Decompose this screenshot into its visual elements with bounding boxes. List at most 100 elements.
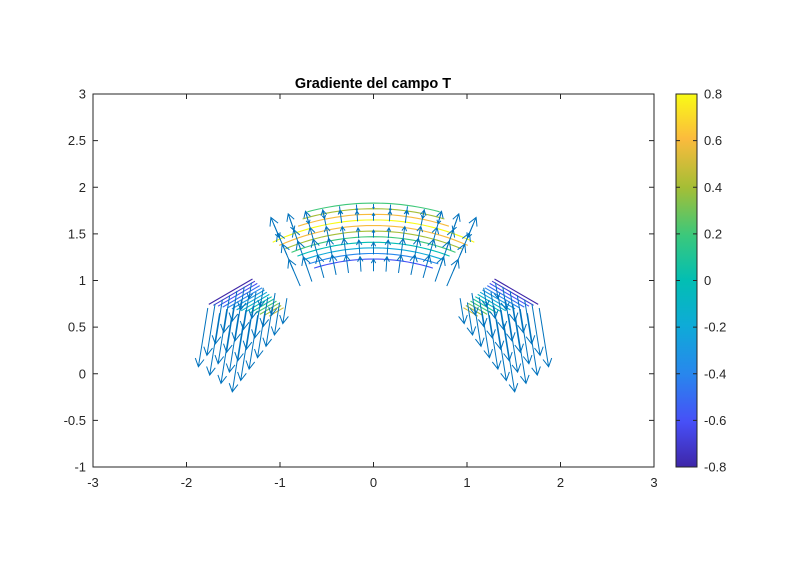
- left-arm-arrow: [237, 319, 251, 382]
- arch-arrow: [436, 212, 442, 225]
- left-arm-arrow: [254, 310, 266, 359]
- y-tick-label: 1: [79, 273, 86, 288]
- y-tick-label: 2.5: [68, 133, 86, 148]
- y-tick-label: 3: [79, 87, 86, 102]
- colorbar-tick-label: 0.4: [704, 180, 722, 195]
- right-arm-arrow: [469, 292, 479, 317]
- right-arm-arrow: [489, 291, 499, 320]
- left-arm-arrow: [217, 318, 232, 385]
- x-tick-label: 1: [463, 475, 470, 490]
- right-arm-arrow: [466, 302, 477, 337]
- colorbar-tick-label: -0.2: [704, 320, 726, 335]
- left-arm-arrow: [228, 290, 239, 323]
- arch-arrow: [356, 238, 363, 255]
- right-arm-arrow: [500, 286, 510, 311]
- left-arm-contour-line: [208, 278, 253, 305]
- arch-arrow: [372, 204, 375, 210]
- left-arm-arrow: [214, 308, 228, 365]
- left-arm-arrow: [262, 306, 273, 348]
- arch-contour-line: [278, 224, 469, 246]
- arch-arrow: [420, 209, 426, 220]
- arch-arrow: [289, 218, 296, 232]
- arch-arrow: [404, 206, 409, 216]
- left-arm-arrow: [242, 305, 254, 351]
- colorbar-tick-label: -0.6: [704, 413, 726, 428]
- left-arm-arrow: [231, 300, 242, 342]
- arch-arrow: [401, 225, 408, 240]
- x-tick-label: 0: [370, 475, 377, 490]
- right-arm-arrow: [507, 314, 522, 374]
- x-tick-label: 3: [650, 475, 657, 490]
- right-arm-arrow: [516, 295, 527, 334]
- right-arm-contour-line: [491, 280, 534, 306]
- arch-arrow: [466, 224, 474, 239]
- left-arm-arrow: [279, 298, 289, 325]
- colorbar-tick-label: 0.8: [704, 87, 722, 102]
- right-arm-arrow: [481, 310, 493, 359]
- right-arm-arrow: [496, 319, 510, 382]
- right-arm-arrow: [497, 296, 508, 331]
- arch-arrow: [371, 229, 376, 238]
- arch-arrow: [370, 258, 377, 272]
- left-arm-arrow: [257, 287, 266, 308]
- left-arm-arrow: [251, 301, 261, 339]
- arch-arrow: [386, 226, 392, 239]
- left-arm-contour-line: [213, 280, 256, 306]
- x-tick-label: -2: [181, 475, 193, 490]
- arch-arrow: [323, 225, 331, 243]
- left-arm-arrow: [270, 302, 281, 337]
- left-arm-arrow: [206, 313, 221, 377]
- right-arm-arrow: [481, 287, 490, 308]
- arch-arrow: [371, 212, 376, 221]
- plot-area: [93, 94, 654, 467]
- colorbar-tick-label: 0.6: [704, 133, 722, 148]
- right-arm-arrow: [526, 313, 541, 377]
- right-arm-arrow: [503, 323, 519, 393]
- arch-arrow: [451, 218, 458, 232]
- arch-arrow: [388, 204, 392, 212]
- right-arm-contour-line: [472, 298, 497, 314]
- y-tick-label: 0: [79, 366, 86, 381]
- right-arm-arrow: [493, 282, 501, 300]
- colorbar-tick-label: 0: [704, 273, 711, 288]
- left-arm-arrow: [246, 282, 254, 300]
- axes-background: [93, 94, 654, 467]
- right-arm-contour-line: [477, 293, 507, 312]
- x-tick-label: -1: [274, 475, 286, 490]
- left-arm-arrow: [228, 323, 244, 393]
- axes: -3 -2 -1 0 1 2 3 -1 -0.5 0 0.5 1 1.5 2 2.5 3: [64, 87, 658, 491]
- y-tick-label: -1: [74, 460, 86, 475]
- left-arm-arrow: [223, 304, 235, 354]
- left-arm-arrow: [234, 309, 247, 362]
- arch-arrow: [338, 206, 343, 216]
- left-arm-contour-line: [227, 287, 263, 309]
- arch-arrow: [416, 225, 424, 243]
- arch-arrow: [305, 212, 311, 225]
- arch-arrow: [355, 204, 359, 212]
- left-arm-arrow: [225, 314, 240, 374]
- left-arm-arrow: [239, 296, 250, 331]
- left-arm-arrow: [211, 299, 223, 345]
- right-arm-arrow: [500, 309, 513, 362]
- right-arm-arrow: [486, 301, 496, 339]
- arch-arrow: [273, 224, 281, 239]
- right-arm-arrow: [493, 305, 505, 351]
- arch-arrow: [370, 241, 377, 255]
- y-tick-label: -0.5: [64, 413, 86, 428]
- right-arm-arrow: [512, 304, 524, 354]
- left-arm-arrow: [194, 307, 209, 368]
- x-tick-label: 2: [557, 475, 564, 490]
- right-arm-arrow: [538, 307, 553, 368]
- left-arm-contour-line: [240, 293, 270, 312]
- left-arm-arrow: [220, 295, 231, 334]
- left-arm-arrow: [248, 291, 258, 320]
- arch-arrow: [321, 209, 327, 220]
- left-arm-arrow: [259, 297, 270, 328]
- arch-arrow: [383, 255, 390, 272]
- right-arm-arrow: [508, 290, 519, 323]
- y-tick-label: 1.5: [68, 226, 86, 241]
- right-arm-arrow: [458, 298, 468, 325]
- arch-arrow: [339, 225, 346, 240]
- right-arm-arrow: [474, 306, 485, 348]
